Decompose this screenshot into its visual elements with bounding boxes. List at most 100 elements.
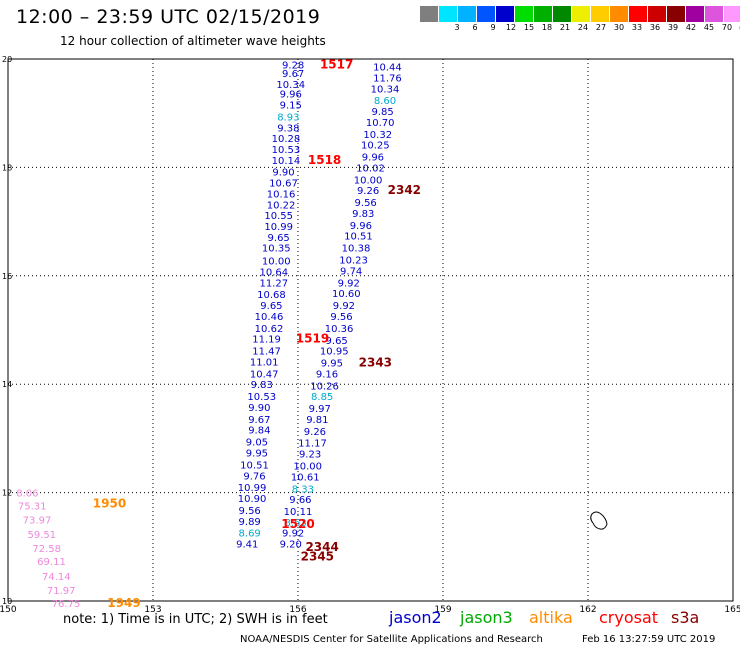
wave-height-label: 10.26 [310, 381, 339, 392]
legend-label: 21 [559, 23, 571, 32]
wave-height-label: 9.65 [260, 301, 282, 312]
wave-height-label: 9.85 [371, 107, 393, 118]
legend-altika: altika [529, 608, 573, 627]
wave-height-label: 9.56 [355, 198, 377, 209]
wave-height-label: 10.64 [260, 267, 289, 278]
wave-height-label: 9.92 [333, 301, 355, 312]
wave-height-label: 8.93 [277, 112, 299, 123]
wave-height-label: 10.51 [240, 460, 269, 471]
wave-height-label: 10.47 [250, 369, 279, 380]
wave-height-label: 9.90 [248, 403, 270, 414]
legend-swatch [591, 6, 610, 22]
wave-height-label: 10.23 [339, 256, 368, 267]
wave-height-label: 9.20 [280, 540, 302, 551]
pass-time-label: 1949 [107, 596, 140, 610]
wave-height-label: 9.96 [350, 221, 372, 232]
wave-height-label: 8.06 [16, 489, 38, 500]
wave-height-label: 9.28 [282, 60, 304, 71]
wave-height-label: 9.65 [326, 336, 348, 347]
y-tick-label: 18 [2, 163, 12, 172]
wave-height-label: 11.01 [250, 357, 279, 368]
wave-height-label: 10.61 [291, 472, 320, 483]
legend-swatch [439, 6, 458, 22]
wave-height-label: 9.95 [321, 359, 343, 370]
wave-height-label: 10.46 [255, 312, 284, 323]
wave-height-label: 10.11 [284, 507, 313, 518]
wave-height-label: 8.63 [284, 518, 306, 529]
island-outline [590, 511, 608, 530]
footer-note: note: 1) Time is in UTC; 2) SWH is in fe… [63, 612, 328, 627]
legend-label: 6 [472, 23, 478, 32]
wave-height-label: 10.32 [363, 130, 392, 141]
legend-label: 30 [613, 23, 625, 32]
wave-height-label: 10.95 [320, 347, 349, 358]
y-tick-label: 10 [2, 597, 12, 606]
x-tick-label: 159 [434, 605, 451, 615]
wave-height-label: 10.02 [356, 163, 385, 174]
legend-label: 33 [631, 23, 643, 32]
wave-height-label: 8.60 [374, 96, 396, 107]
legend-swatch [629, 6, 648, 22]
x-tick-label: 156 [289, 605, 306, 615]
wave-height-label: 10.00 [262, 257, 291, 268]
legend-jason2: jason2 [389, 608, 442, 627]
wave-height-label: 8.85 [311, 392, 333, 403]
legend-swatch [667, 6, 686, 22]
legend-swatch [610, 6, 629, 22]
pass-time-label: 1520 [281, 517, 314, 531]
wave-height-label: 10.25 [361, 141, 390, 152]
legend-swatch [420, 6, 439, 22]
legend-swatches [420, 6, 740, 22]
wave-height-label: 9.96 [280, 90, 302, 101]
x-tick-label: 150 [0, 605, 17, 615]
pass-time-label: 2344 [305, 540, 338, 554]
footer-timestamp: Feb 16 13:27:59 UTC 2019 [582, 634, 716, 645]
pass-time-label: 1518 [308, 153, 341, 167]
wave-height-label: 9.83 [251, 380, 273, 391]
x-tick-label: 165 [724, 605, 740, 615]
legend-label: 15 [523, 23, 535, 32]
wave-height-label: 9.66 [289, 495, 311, 506]
wave-height-label: 10.99 [238, 483, 267, 494]
legend-swatch [477, 6, 496, 22]
legend-label: 42 [685, 23, 697, 32]
wave-height-label: 10.53 [272, 145, 301, 156]
wave-height-label: 75.31 [18, 502, 47, 513]
wave-height-label: 9.92 [338, 278, 360, 289]
legend-label: 9 [490, 23, 496, 32]
y-tick-label: 16 [2, 272, 12, 281]
wave-height-label: 9.96 [362, 153, 384, 164]
wave-height-label: 10.60 [332, 289, 361, 300]
wave-height-label: 9.56 [239, 506, 261, 517]
wave-height-label: 10.34 [276, 80, 305, 91]
legend-label: 36 [649, 23, 661, 32]
pass-time-label: 1519 [296, 332, 329, 346]
wave-height-label: 10.28 [272, 134, 301, 145]
wave-height-label: 76.75 [52, 599, 81, 610]
wave-height-label: 9.15 [280, 101, 302, 112]
legend-swatch [496, 6, 515, 22]
wave-height-label: 9.74 [340, 266, 362, 277]
wave-height-label: 8.69 [239, 529, 261, 540]
legend-swatch [553, 6, 572, 22]
wave-height-label: 9.90 [272, 168, 294, 179]
wave-height-label: 10.53 [247, 392, 276, 403]
wave-height-label: 10.55 [264, 211, 293, 222]
wave-height-label: 9.97 [309, 404, 331, 415]
wave-height-label: 9.92 [282, 529, 304, 540]
wave-height-label: 9.81 [306, 415, 328, 426]
legend-swatch [515, 6, 534, 22]
wave-height-label: 10.14 [272, 156, 301, 167]
wave-height-label: 9.26 [357, 186, 379, 197]
legend-swatch [705, 6, 724, 22]
page-subtitle: 12 hour collection of altimeter wave hei… [60, 34, 326, 48]
pass-time-label: 2342 [388, 183, 421, 197]
legend-swatch [686, 6, 705, 22]
y-tick-label: 20 [2, 55, 12, 64]
wave-height-label: 9.76 [243, 471, 265, 482]
legend-label: 24 [577, 23, 589, 32]
pass-time-label: 1950 [93, 496, 126, 510]
legend-swatch [458, 6, 477, 22]
wave-height-label: 9.67 [282, 69, 304, 80]
